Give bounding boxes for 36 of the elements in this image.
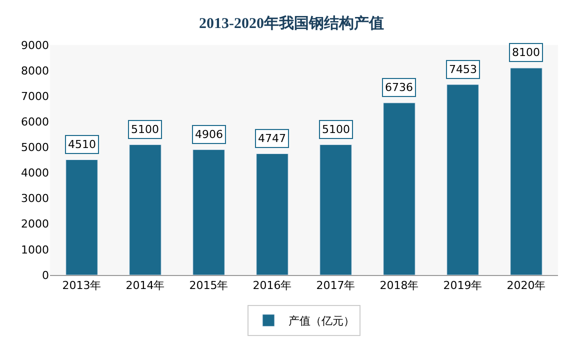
x-tick-label: 2015年 [189,279,228,292]
chart-title: 2013-2020年我国钢结构产值 [199,14,384,32]
x-tick-label: 2016年 [252,279,292,292]
legend-label: 产值（亿元） [288,314,354,328]
y-tick-label: 3000 [21,192,49,206]
y-tick-label: 4000 [21,166,49,180]
data-label: 5100 [131,123,159,136]
x-tick-label: 2013年 [62,279,102,292]
bar [320,144,352,275]
y-tick-label: 9000 [21,38,49,52]
y-tick-label: 8000 [21,64,49,78]
y-tick-label: 0 [42,268,49,282]
bar [510,68,542,275]
x-tick-label: 2014年 [126,279,165,292]
y-tick-label: 7000 [21,90,49,103]
x-tick-label: 2017年 [316,279,356,292]
bar [256,153,288,275]
y-tick-label: 6000 [21,116,49,129]
data-label: 5100 [322,123,350,136]
x-tick-label: 2018年 [380,279,419,292]
y-tick-label: 1000 [21,243,49,256]
bar [66,159,98,275]
data-label: 4747 [258,132,286,145]
bar [129,144,162,275]
y-tick-label: 2000 [21,218,49,231]
data-label: 4510 [68,138,96,151]
bar [383,102,416,275]
data-label: 7453 [449,63,477,76]
x-tick-label: 2020年 [506,279,546,292]
bar [192,149,225,275]
data-label: 4906 [195,128,223,141]
bar [446,84,479,275]
data-label: 6736 [385,81,413,94]
data-label: 8100 [512,46,540,59]
x-tick-label: 2019年 [443,279,482,292]
y-tick-label: 5000 [21,141,49,154]
